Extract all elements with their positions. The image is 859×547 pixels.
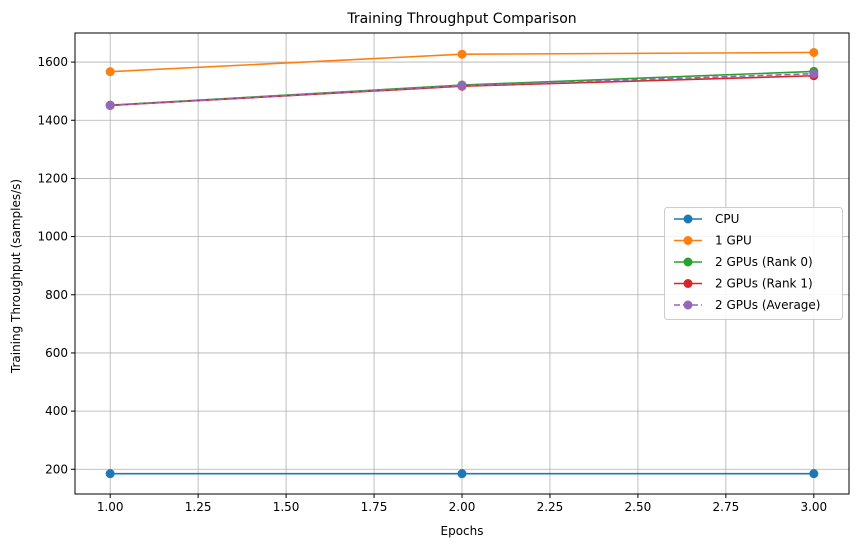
data-point	[457, 81, 467, 91]
data-point	[105, 100, 115, 110]
x-tick-label: 1.75	[361, 500, 388, 514]
legend-marker	[683, 279, 693, 288]
data-point	[457, 49, 467, 59]
legend-box	[664, 207, 843, 320]
y-tick-label: 1600	[37, 55, 68, 69]
x-tick-label: 2.00	[449, 500, 476, 514]
x-tick-label: 1.50	[273, 500, 300, 514]
series-layer	[105, 47, 819, 479]
x-tick-label: 2.75	[713, 500, 740, 514]
y-tick-label: 800	[45, 288, 68, 302]
legend-label: 1 GPU	[715, 234, 752, 248]
legend-marker	[683, 236, 693, 245]
legend-label: 2 GPUs (Rank 1)	[715, 277, 813, 291]
y-tick-label: 600	[45, 346, 68, 360]
x-tick-label: 1.25	[185, 500, 212, 514]
ticks: 1.00 1.25 1.50 1.75 2.00 2.25 2.50 2.75 3.00 200 4…	[37, 55, 827, 514]
x-tick-label: 1.00	[97, 500, 124, 514]
y-tick-label: 1200	[37, 171, 68, 185]
x-tick-label: 2.50	[625, 500, 652, 514]
y-tick-label: 1000	[37, 230, 68, 244]
data-point	[105, 469, 115, 479]
data-point	[457, 469, 467, 479]
legend-marker	[683, 300, 693, 310]
data-point	[105, 67, 115, 77]
x-axis-label: Epochs	[441, 524, 484, 538]
data-point	[809, 69, 819, 79]
y-tick-label: 200	[45, 462, 68, 476]
data-point	[809, 47, 819, 57]
y-tick-label: 400	[45, 404, 68, 418]
legend: CPU 1 GPU 2 GPUs (Rank 0) 2 GPUs (Rank 1) 2 …	[664, 207, 843, 320]
legend-marker	[683, 214, 693, 224]
legend-label: 2 GPUs (Rank 0)	[715, 255, 813, 269]
y-tick-label: 1400	[37, 113, 68, 127]
data-point	[809, 469, 819, 479]
x-tick-label: 2.25	[537, 500, 564, 514]
legend-label: 2 GPUs (Average)	[715, 298, 820, 312]
chart-title: Training Throughput Comparison	[346, 11, 576, 27]
legend-marker	[683, 257, 693, 267]
x-tick-label: 3.00	[800, 500, 827, 514]
legend-label: CPU	[715, 212, 739, 226]
y-axis-label: Training Throughput (samples/s)	[9, 179, 23, 374]
